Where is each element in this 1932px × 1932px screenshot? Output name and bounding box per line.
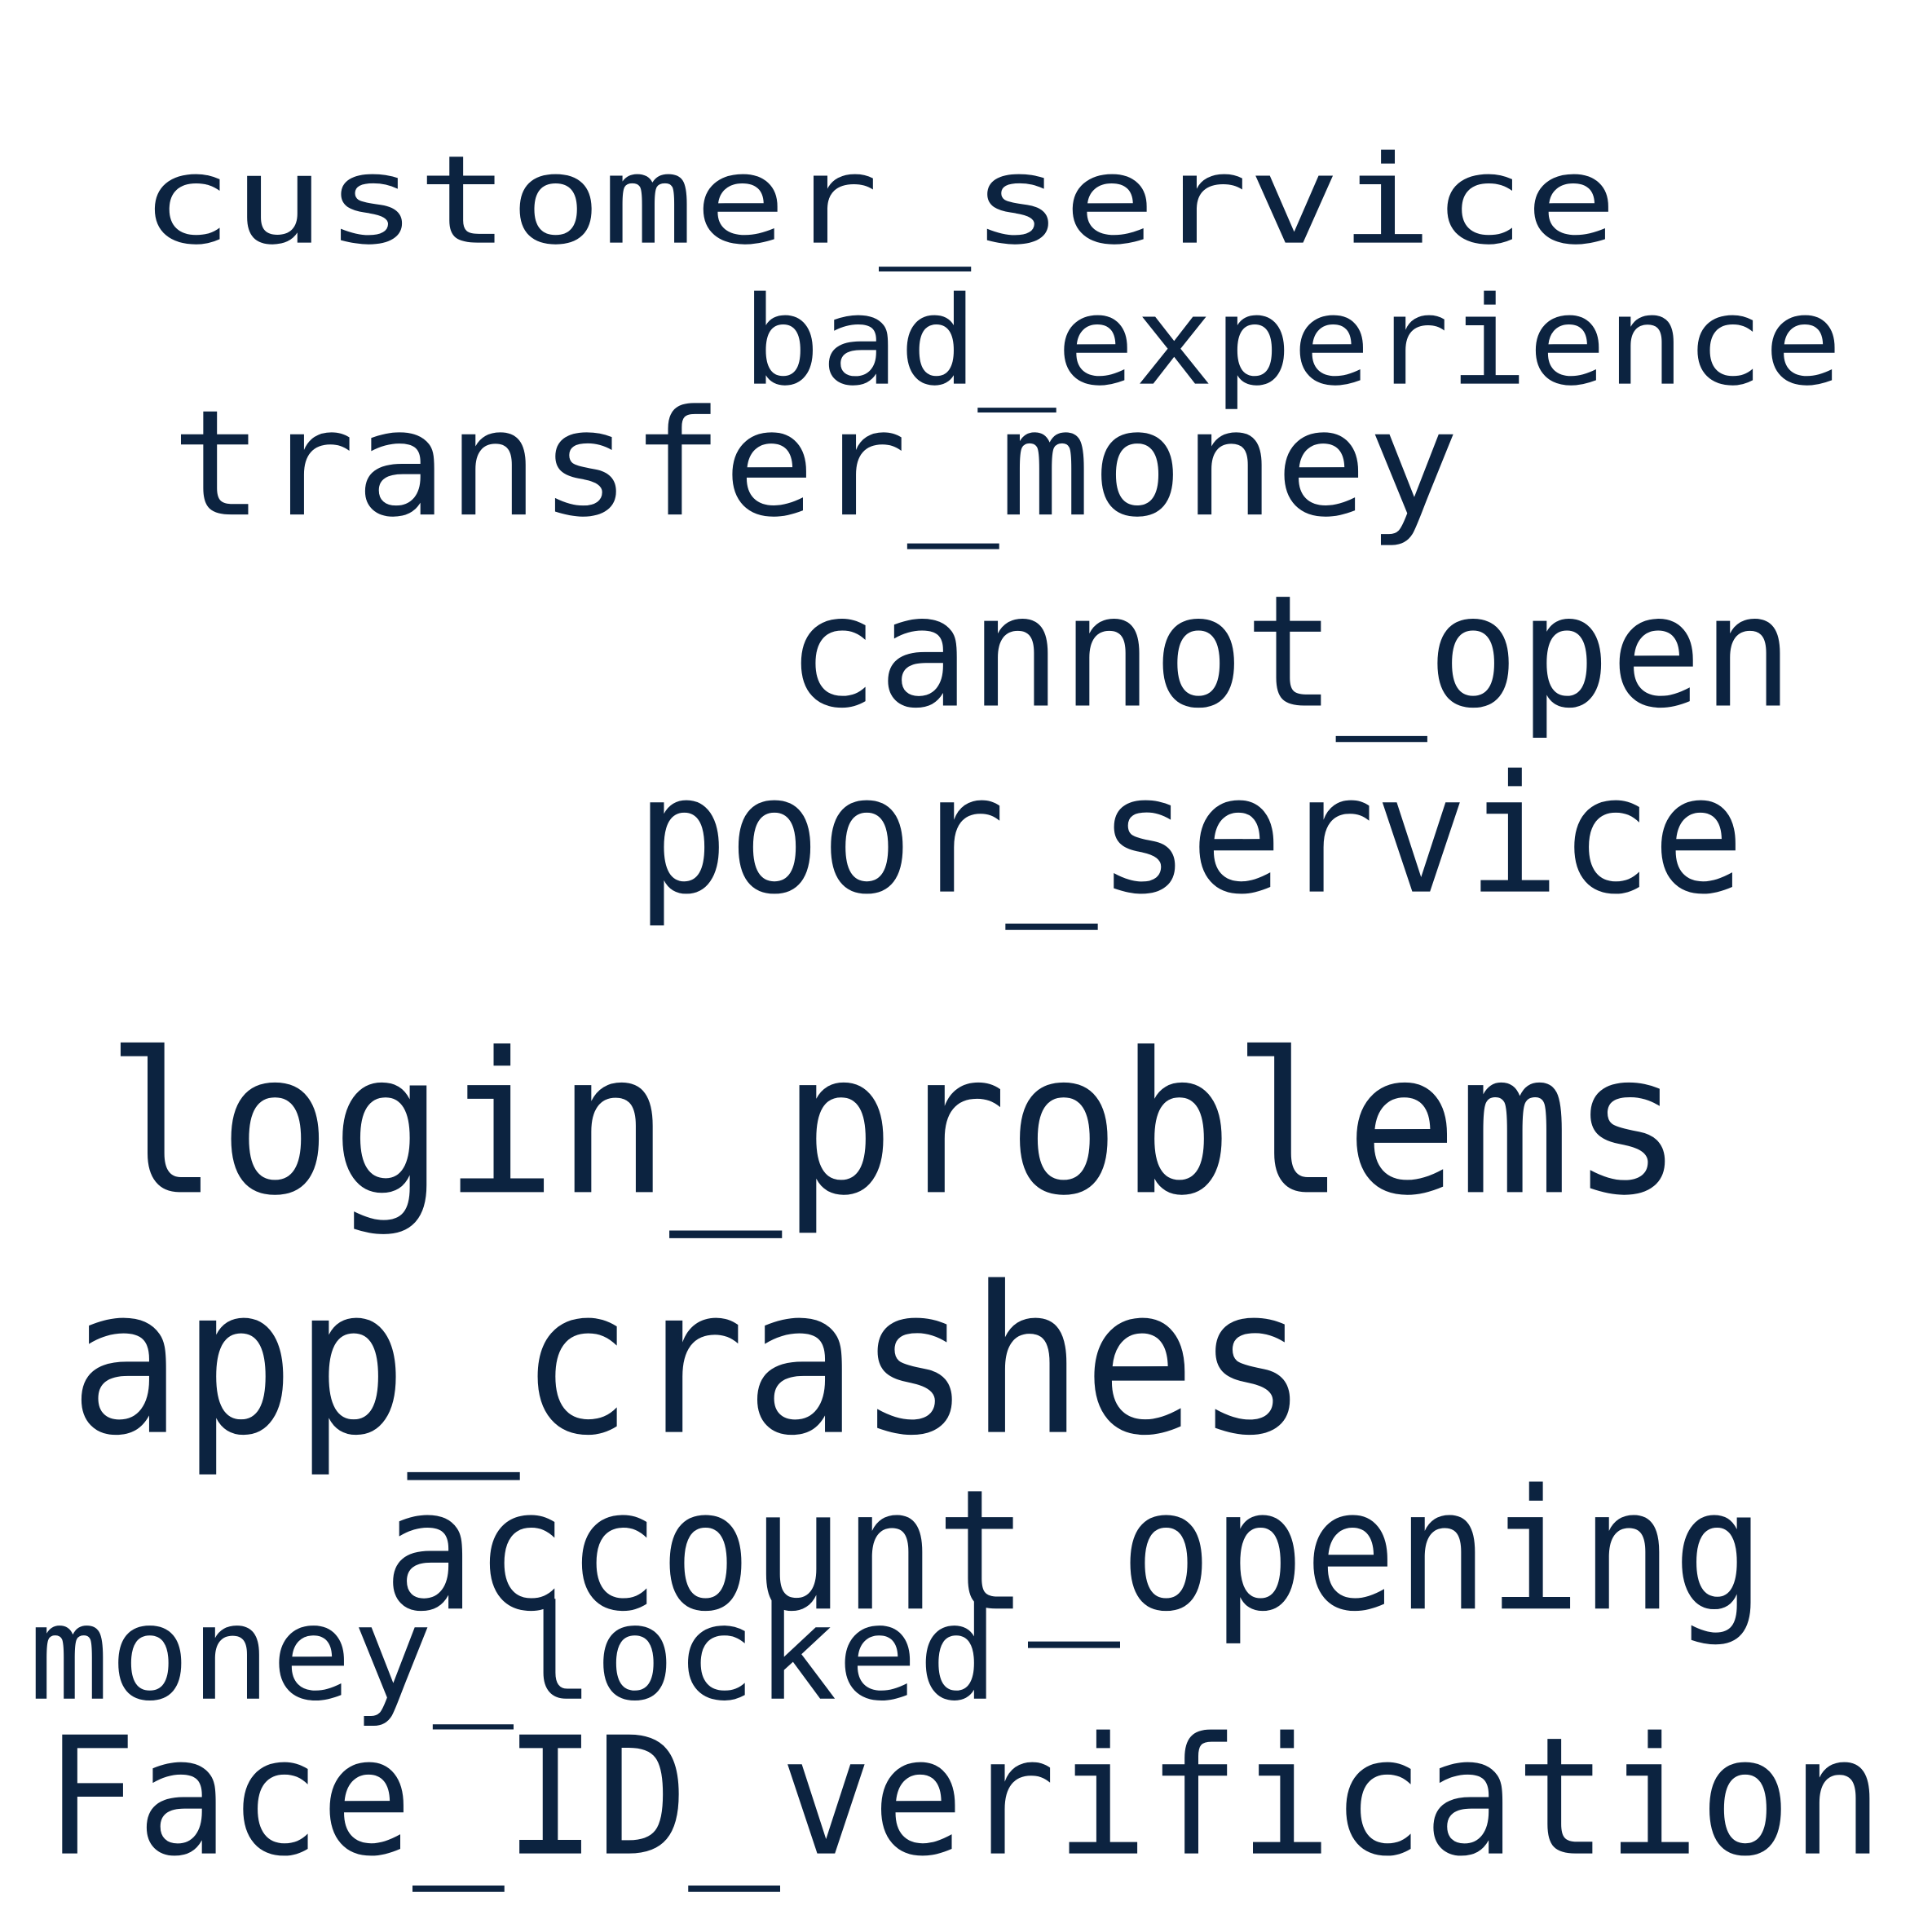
word-cannot-open: cannot_open [787,561,1793,743]
word-customer-service: customer_service [140,130,1617,272]
word-poor-service: poor_service [636,739,1745,931]
word-transfer-money: transfer_money [171,377,1459,550]
word-login-problems: login_problems [106,1010,1683,1239]
word-bad-experience: bad_experience [742,271,1842,413]
word-app-crashes: app_crashes [69,1242,1308,1480]
word-face-id-verification: Face_ID_verification [45,1701,1883,1893]
word-money-locked: money_locked [29,1578,999,1731]
word-account-opening: account_opening [383,1453,1765,1649]
